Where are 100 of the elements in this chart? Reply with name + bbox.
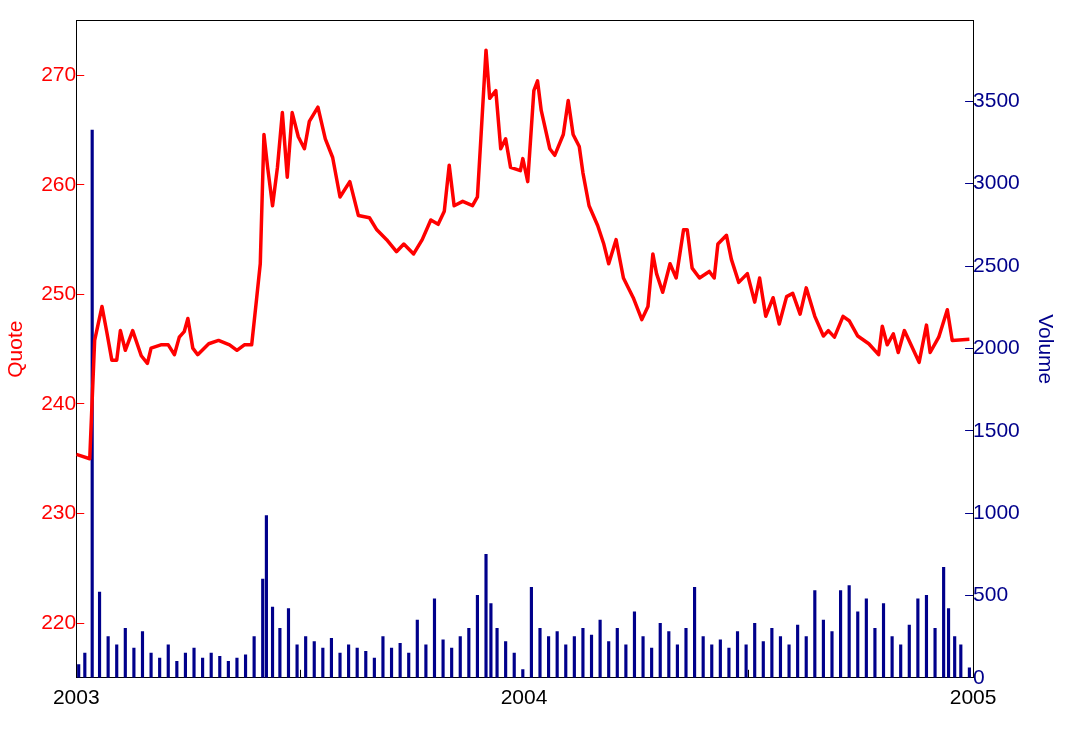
bar [761, 641, 765, 678]
bar [658, 623, 662, 678]
bar [615, 628, 619, 678]
bar [355, 647, 359, 678]
bar [607, 641, 611, 678]
bar [847, 585, 851, 678]
bar [504, 641, 508, 678]
bar [946, 608, 951, 678]
bar [372, 657, 376, 678]
bar [115, 644, 119, 678]
bar [183, 652, 188, 678]
bar [890, 636, 894, 678]
bar [778, 636, 783, 678]
bar [959, 644, 963, 678]
bar [218, 656, 222, 678]
bar [942, 567, 946, 678]
bar [924, 595, 929, 678]
bar [572, 636, 576, 678]
bar [753, 623, 757, 678]
bar [226, 661, 230, 678]
bar [864, 598, 868, 678]
bar [547, 636, 551, 678]
bar [710, 644, 714, 678]
bar [321, 647, 325, 678]
y-tick-label: 260 [41, 171, 77, 195]
bar [564, 644, 568, 678]
bar [667, 631, 671, 678]
bar [475, 595, 480, 678]
bar [512, 652, 516, 678]
bar [839, 590, 843, 678]
bar [123, 628, 127, 678]
bar [432, 598, 437, 678]
y-axis-title: Quote [3, 320, 27, 378]
bar [675, 644, 679, 678]
bar [787, 644, 791, 678]
y-tick-label: 270 [41, 62, 77, 86]
bar [407, 652, 411, 678]
bar [166, 644, 170, 678]
bar [441, 639, 445, 678]
bar [192, 647, 196, 678]
x-tick-label: 2003 [52, 685, 100, 709]
bar [581, 628, 585, 678]
bar [149, 652, 153, 678]
y2-axis-title: Volume [1034, 314, 1058, 385]
bar [458, 636, 462, 678]
bar [821, 619, 825, 678]
bar [415, 619, 419, 678]
bar [381, 636, 385, 678]
bar [398, 642, 402, 678]
y-tick-label: 230 [41, 500, 77, 524]
bar [347, 644, 351, 678]
y2-tick-label: 1000 [973, 499, 1020, 523]
y2-tick-label: 3000 [973, 170, 1020, 194]
bar [735, 631, 740, 678]
bar [201, 657, 205, 678]
bar [933, 628, 937, 678]
bar [329, 637, 334, 678]
bar [278, 628, 282, 678]
bar [744, 644, 748, 678]
bar [264, 515, 268, 678]
bar [364, 651, 368, 678]
bar [916, 598, 920, 678]
bar [953, 636, 957, 678]
bar [813, 590, 817, 678]
bar [555, 631, 559, 678]
bar [538, 628, 542, 678]
bar [796, 624, 800, 678]
bar [132, 647, 136, 678]
bar [701, 636, 705, 678]
bar [907, 624, 911, 678]
x-tick-label: 2004 [500, 685, 548, 709]
bar [856, 611, 860, 678]
bar [106, 636, 110, 678]
bar [624, 644, 628, 678]
y2-tick-label: 3500 [973, 88, 1020, 112]
bar [235, 657, 239, 678]
y2-tick-label: 0 [973, 664, 985, 688]
y2-tick-label: 2000 [973, 335, 1020, 359]
bar [338, 652, 342, 678]
bar [158, 657, 162, 678]
y-tick-label: 250 [41, 281, 77, 305]
bar [804, 636, 808, 678]
bar [97, 591, 102, 678]
bar [83, 652, 87, 678]
y2-tick-label: 1500 [973, 417, 1020, 441]
bar [270, 606, 275, 678]
bar [467, 628, 471, 678]
bar [727, 647, 731, 678]
bar [770, 628, 774, 678]
y-tick-label: 240 [41, 390, 77, 414]
bar [899, 644, 903, 678]
bar [495, 628, 499, 678]
bar [295, 644, 299, 678]
bar [389, 647, 394, 678]
bar [140, 631, 145, 678]
bar [873, 628, 877, 678]
bar [718, 639, 722, 678]
bar [529, 586, 533, 678]
bar [632, 611, 637, 678]
x-tick-label: 2005 [949, 685, 997, 709]
